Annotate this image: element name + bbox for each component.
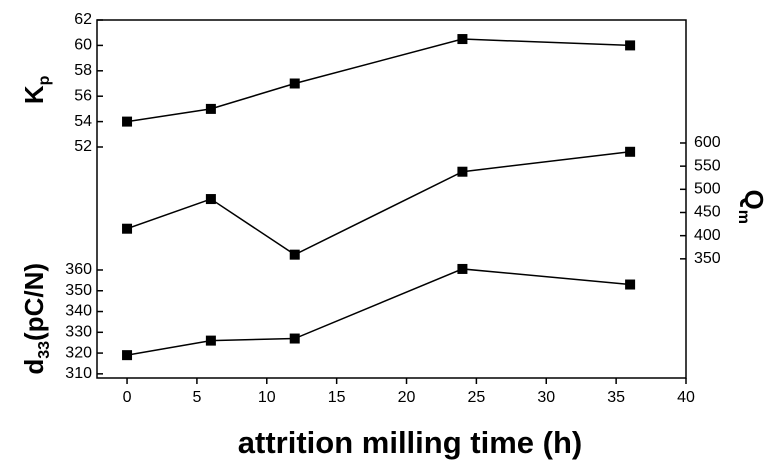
y-tick-label: 60 [74,37,92,54]
marker [457,263,468,274]
y-tick-label: 400 [694,227,721,244]
marker [457,34,468,45]
y-axis-title-part: m [735,210,752,224]
marker [122,350,133,361]
marker [289,249,300,260]
series-line [126,268,631,356]
x-tick-label: 40 [677,389,695,406]
marker [289,78,300,89]
marker [625,40,636,51]
marker [122,116,133,127]
x-tick-label: 5 [192,389,201,406]
y-axis-title-part: Q [739,189,769,209]
y-tick-label: 500 [694,181,721,198]
y-tick-label: 62 [74,11,92,28]
x-axis-title: attrition milling time (h) [238,425,582,460]
x-tick-label: 0 [123,389,132,406]
y-tick-label: 450 [694,204,721,221]
y-tick-label: 310 [65,365,92,382]
y-axis-title: Kp [19,75,53,104]
y-axis-title: d33(pC/N) [19,263,53,375]
marker [457,166,468,177]
marker [122,223,133,234]
marker [205,194,216,205]
x-tick-label: 25 [467,389,485,406]
y-tick-label: 340 [65,303,92,320]
y-tick-label: 350 [65,282,92,299]
y-tick-label: 58 [74,62,92,79]
y-tick-label: 54 [74,113,92,130]
marker [205,103,216,114]
y-tick-label: 350 [694,250,721,267]
x-tick-label: 35 [607,389,625,406]
y-tick-label: 360 [65,261,92,278]
marker [625,279,636,290]
series-line [126,38,631,123]
x-tick-label: 30 [537,389,555,406]
y-axis-title-part: K [19,85,49,104]
x-tick-label: 10 [258,389,276,406]
y-tick-label: 56 [74,87,92,104]
y-axis-title-part: p [36,75,53,85]
y-tick-label: 550 [694,157,721,174]
y-axis-title: Qm [735,189,769,223]
y-axis-title-part: (pC/N) [19,263,49,341]
y-tick-label: 600 [694,134,721,151]
x-tick-label: 20 [398,389,416,406]
plot-frame [96,19,687,379]
series-line [126,151,631,256]
y-tick-label: 320 [65,344,92,361]
marker [205,335,216,346]
y-tick-label: 52 [74,138,92,155]
x-tick-label: 15 [328,389,346,406]
marker [289,333,300,344]
marker [625,146,636,157]
y-tick-label: 330 [65,324,92,341]
y-axis-title-part: 33 [36,341,53,359]
y-axis-title-part: d [19,359,49,375]
